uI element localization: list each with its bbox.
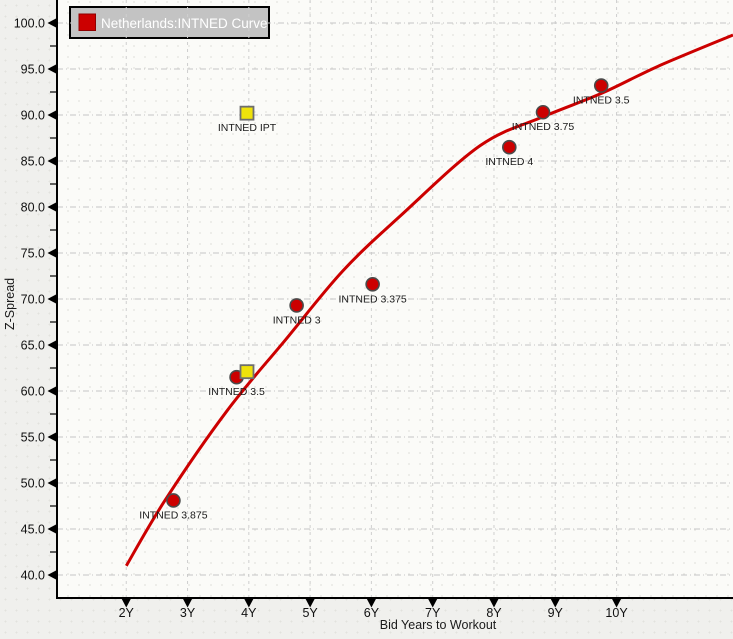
- y-tick-mark: [47, 478, 56, 488]
- x-tick-mark: [550, 599, 560, 608]
- point-label: INTNED 3.5: [208, 386, 265, 398]
- fitted-curve: [125, 33, 733, 567]
- x-tick-mark: [183, 599, 193, 608]
- x-tick-label: 4Y: [241, 606, 257, 620]
- point-label: INTNED 3.875: [139, 509, 207, 521]
- y-tick-mark: [47, 524, 56, 534]
- y-tick-label: 80.0: [21, 201, 45, 215]
- point-label: INTNED 4: [485, 156, 533, 168]
- y-tick-label: 60.0: [21, 385, 45, 399]
- x-tick-mark: [366, 599, 376, 608]
- y-tick-mark: [47, 156, 56, 166]
- y-tick-mark: [47, 64, 56, 74]
- y-tick-label: 90.0: [21, 109, 45, 123]
- bond-data-point[interactable]: [166, 493, 181, 508]
- x-tick-label: 5Y: [302, 606, 318, 620]
- bond-data-point[interactable]: [365, 276, 380, 292]
- ipt-data-point[interactable]: [239, 105, 255, 121]
- y-tick-mark: [47, 248, 56, 258]
- y-tick-label: 40.0: [21, 569, 45, 583]
- x-tick-mark: [428, 599, 438, 608]
- point-label: INTNED IPT: [218, 122, 277, 134]
- point-label: INTNED 3: [273, 314, 321, 326]
- x-tick-mark: [612, 599, 622, 608]
- y-tick-mark: [47, 110, 56, 120]
- bond-data-point[interactable]: [502, 139, 517, 155]
- x-axis-title: Bid Years to Workout: [379, 618, 497, 632]
- legend-swatch-icon: [78, 13, 96, 31]
- y-tick-label: 75.0: [21, 247, 45, 261]
- point-label: INTNED 3.75: [512, 121, 575, 133]
- y-tick-label: 100.0: [14, 17, 45, 31]
- y-tick-label: 70.0: [21, 293, 45, 307]
- y-tick-label: 45.0: [21, 523, 45, 537]
- x-tick-label: 8Y: [486, 606, 502, 620]
- x-tick-label: 2Y: [119, 606, 135, 620]
- y-tick-mark: [47, 386, 56, 396]
- y-tick-mark: [47, 18, 56, 28]
- y-tick-mark: [47, 340, 56, 350]
- y-tick-label: 55.0: [21, 431, 45, 445]
- ipt-data-point[interactable]: [239, 364, 255, 380]
- point-label: INTNED 3.375: [338, 293, 406, 305]
- y-tick-label: 85.0: [21, 155, 45, 169]
- y-tick-mark: [47, 570, 56, 580]
- x-tick-mark: [305, 599, 315, 608]
- bond-data-point[interactable]: [289, 298, 304, 313]
- y-tick-label: 95.0: [21, 63, 45, 77]
- x-tick-label: 6Y: [364, 606, 380, 620]
- x-tick-label: 9Y: [548, 606, 564, 620]
- x-tick-label: 3Y: [180, 606, 196, 620]
- y-tick-label: 50.0: [21, 477, 45, 491]
- x-tick-mark: [244, 599, 254, 608]
- y-tick-mark: [47, 294, 56, 304]
- y-tick-mark: [47, 202, 56, 212]
- y-tick-label: 65.0: [21, 339, 45, 353]
- x-tick-label: 10Y: [605, 606, 628, 620]
- x-tick-label: 7Y: [425, 606, 441, 620]
- y-axis-title: Z-Spread: [3, 277, 17, 331]
- bond-data-point[interactable]: [535, 104, 551, 120]
- point-label: INTNED 3.5: [573, 95, 630, 107]
- x-tick-mark: [489, 599, 499, 608]
- legend-label: Netherlands:INTNED Curve: [101, 16, 268, 31]
- y-tick-mark: [47, 432, 56, 442]
- x-tick-mark: [121, 599, 131, 608]
- bond-data-point[interactable]: [593, 78, 609, 93]
